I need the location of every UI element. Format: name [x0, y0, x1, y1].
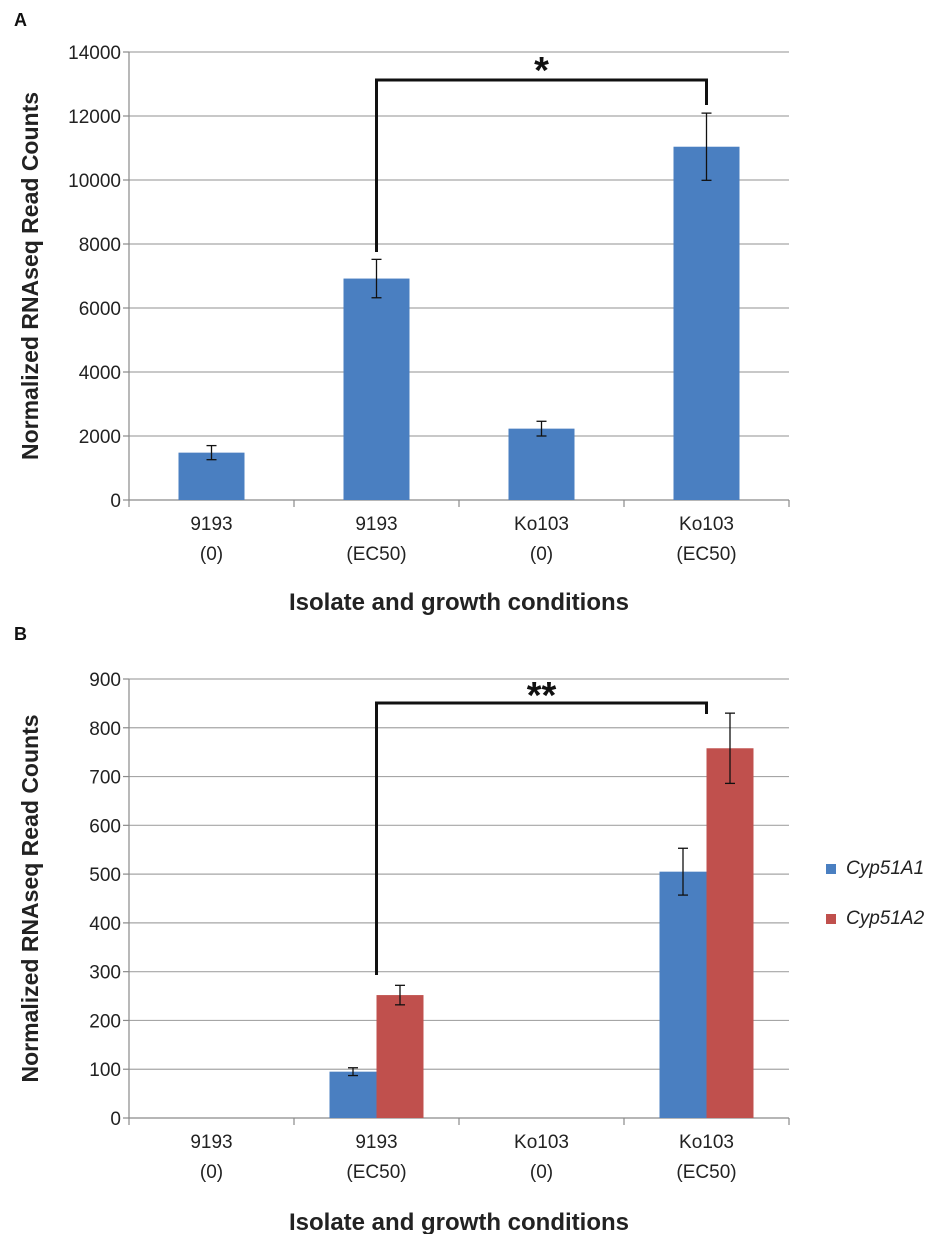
x-axis-title: Isolate and growth conditions	[289, 1209, 629, 1234]
y-axis-title: Normalized RNAseq Read Counts	[17, 92, 43, 460]
x-tick-label: (EC50)	[346, 1162, 406, 1183]
legend-swatch	[826, 914, 836, 924]
y-tick-label: 400	[89, 914, 121, 935]
x-tick-label: (EC50)	[346, 544, 406, 565]
significance-bracket	[375, 701, 708, 975]
bar	[178, 452, 245, 500]
y-tick-label: 12000	[68, 107, 121, 128]
x-tick-label: (0)	[200, 1162, 223, 1183]
x-tick-label: Ko103	[514, 514, 569, 535]
y-tick-label: 2000	[79, 427, 121, 448]
panel-letter: A	[14, 10, 27, 30]
bar	[659, 871, 707, 1118]
y-tick-label: 900	[89, 670, 121, 691]
y-tick-label: 300	[89, 963, 121, 984]
bar	[706, 748, 754, 1118]
x-tick-label: 9193	[355, 514, 397, 535]
y-tick-label: 700	[89, 768, 121, 789]
y-tick-label: 0	[110, 1109, 121, 1130]
bar	[508, 428, 575, 500]
bar	[673, 146, 740, 500]
x-tick-label: 9193	[355, 1132, 397, 1153]
x-tick-label: Ko103	[679, 1132, 734, 1153]
x-tick-label: 9193	[190, 514, 232, 535]
legend-label: Cyp51A1	[846, 858, 924, 879]
x-axis-title: Isolate and growth conditions	[289, 589, 629, 616]
y-tick-label: 6000	[79, 299, 121, 320]
x-tick-label: (0)	[530, 1162, 553, 1183]
significance-label: **	[527, 675, 557, 717]
y-tick-label: 800	[89, 719, 121, 740]
chart-panel-b: B 0 100 200 300 400 500 600 700 800 900 9193 (0) 9193…	[14, 624, 925, 1234]
y-tick-label: 14000	[68, 43, 121, 64]
x-tick-label: Ko103	[679, 514, 734, 535]
panel-letter: B	[14, 624, 27, 644]
y-tick-label: 8000	[79, 235, 121, 256]
legend-swatch	[826, 864, 836, 874]
y-tick-label: 100	[89, 1060, 121, 1081]
x-tick-label: (EC50)	[676, 544, 736, 565]
y-tick-label: 4000	[79, 363, 121, 384]
significance-label: *	[534, 50, 549, 92]
x-tick-label: (0)	[200, 544, 223, 565]
y-tick-label: 10000	[68, 171, 121, 192]
x-tick-label: Ko103	[514, 1132, 569, 1153]
x-tick-label: 9193	[190, 1132, 232, 1153]
chart-panel-a: A 0 2000 4000 6000 8000 10000 12000 14000 9193 (0)…	[14, 10, 790, 616]
bar	[329, 1071, 377, 1118]
significance-bracket	[375, 78, 708, 252]
x-tick-label: (EC50)	[676, 1162, 736, 1183]
y-tick-label: 200	[89, 1011, 121, 1032]
legend-label: Cyp51A2	[846, 908, 925, 929]
bar	[343, 278, 410, 500]
y-axis-title: Normalized RNAseq Read Counts	[17, 714, 43, 1082]
y-tick-label: 600	[89, 816, 121, 837]
x-tick-label: (0)	[530, 544, 553, 565]
y-tick-label: 0	[110, 491, 121, 512]
bar	[376, 995, 424, 1118]
y-tick-label: 500	[89, 865, 121, 886]
